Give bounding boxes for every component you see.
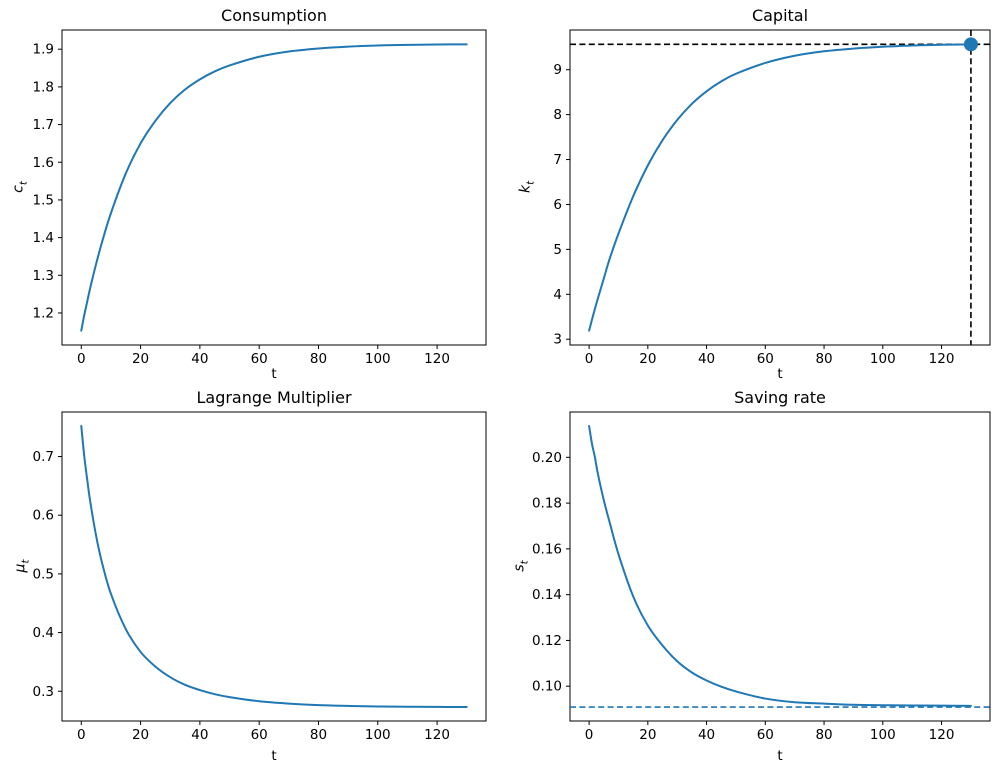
consumption-x-tick-label: 20 [132, 351, 149, 367]
consumption-x-tick-label: 80 [310, 351, 327, 367]
ylabel-consumption-sub: t [18, 181, 30, 186]
capital-x-tick-label: 60 [757, 351, 774, 367]
saving-rate-x-tick-label: 100 [870, 727, 896, 743]
saving-rate-x-tick-label: 20 [639, 727, 656, 743]
consumption-x-tick-label: 0 [77, 351, 86, 367]
lagrange-multiplier-x-tick-label: 0 [77, 727, 86, 743]
ylabel-capital-sub: t [525, 180, 537, 185]
title-consumption: Consumption [221, 6, 327, 25]
ylabel-consumption-base: c [10, 185, 27, 193]
subplot-capital: 0 20 40 60 80 100 120 3 4 5 6 7 8 9 [553, 29, 991, 367]
ylabel-lagrange-sub: t [20, 559, 32, 564]
capital-x-tick-label: 120 [929, 351, 955, 367]
capital-curve [588, 43, 972, 332]
consumption-y-tick-label: 1.5 [33, 192, 54, 208]
capital-axes-frame [569, 29, 991, 346]
capital-y-tick-label: 8 [553, 107, 562, 123]
capital-y-tick-label: 4 [553, 287, 562, 303]
lagrange-multiplier-curve [80, 425, 468, 708]
saving-rate-x-tick-label: 60 [757, 727, 774, 743]
ylabel-lagrange-multiplier: μt [13, 560, 32, 573]
xlabel-lagrange-multiplier: t [271, 748, 277, 764]
saving-rate-x-tick-label: 40 [698, 727, 715, 743]
consumption-x-tick-label: 100 [365, 351, 391, 367]
saving-rate-y-tick-label: 0.14 [532, 587, 562, 603]
ylabel-saving-rate: st [512, 560, 531, 571]
consumption-x-tick-label: 40 [191, 351, 208, 367]
saving-rate-y-tick-label: 0.12 [532, 633, 562, 649]
subplot-saving-rate: 0 20 40 60 80 100 120 0.10 0.12 0.14 0.16 0.18 0.20 [532, 411, 991, 743]
consumption-axes-frame [61, 29, 487, 346]
ylabel-consumption: ct [11, 181, 30, 193]
saving-rate-y-tick-label: 0.16 [532, 541, 562, 557]
lagrange-multiplier-x-tick-label: 120 [424, 727, 450, 743]
consumption-y-tick-label: 1.2 [33, 305, 54, 321]
xlabel-saving-rate: t [777, 748, 783, 764]
lagrange-multiplier-x-tick-label: 60 [251, 727, 268, 743]
consumption-curve [80, 43, 468, 332]
saving-rate-x-tick-label: 0 [585, 727, 594, 743]
consumption-y-tick-label: 1.6 [33, 155, 54, 171]
capital-x-tick-label: 40 [698, 351, 715, 367]
lagrange-multiplier-x-tick-label: 20 [132, 727, 149, 743]
consumption-y-tick-label: 1.9 [33, 42, 54, 58]
lagrange-multiplier-y-tick-label: 0.5 [33, 566, 54, 582]
lagrange-multiplier-y-tick-label: 0.3 [33, 684, 54, 700]
saving-rate-axes-frame [569, 411, 991, 722]
capital-x-tick-label: 100 [870, 351, 896, 367]
title-lagrange-multiplier: Lagrange Multiplier [196, 388, 352, 407]
xlabel-capital: t [777, 366, 783, 382]
consumption-y-tick-label: 1.8 [33, 79, 54, 95]
capital-x-tick-label: 20 [639, 351, 656, 367]
subplot-lagrange-multiplier: 0 20 40 60 80 100 120 0.3 0.4 0.5 0.6 0.7 [33, 411, 487, 743]
capital-x-tick-label: 80 [815, 351, 832, 367]
capital-y-tick-label: 7 [553, 152, 562, 168]
ylabel-capital-base: k [517, 184, 534, 194]
consumption-y-tick-label: 1.7 [33, 117, 54, 133]
capital-y-tick-label: 3 [553, 332, 562, 348]
saving-rate-x-tick-label: 120 [929, 727, 955, 743]
capital-y-tick-label: 9 [553, 62, 562, 78]
lagrange-multiplier-x-tick-label: 100 [365, 727, 391, 743]
ylabel-saving-base: s [511, 564, 528, 572]
lagrange-multiplier-y-tick-label: 0.6 [33, 508, 54, 524]
ylabel-saving-sub: t [519, 560, 531, 565]
saving-rate-x-tick-label: 80 [815, 727, 832, 743]
saving-rate-y-tick-label: 0.10 [532, 679, 562, 695]
capital-x-tick-label: 0 [585, 351, 594, 367]
saving-rate-y-tick-label: 0.18 [532, 496, 562, 512]
saving-rate-curve [588, 424, 972, 707]
lagrange-multiplier-x-tick-label: 40 [191, 727, 208, 743]
consumption-y-tick-label: 1.3 [33, 268, 54, 284]
capital-y-tick-label: 5 [553, 242, 562, 258]
capital-y-tick-label: 6 [553, 197, 562, 213]
ylabel-capital: kt [518, 181, 537, 193]
lagrange-multiplier-y-tick-label: 0.4 [33, 625, 54, 641]
lagrange-multiplier-axes-frame [61, 411, 487, 722]
title-saving-rate: Saving rate [734, 388, 826, 407]
lagrange-multiplier-x-tick-label: 80 [310, 727, 327, 743]
consumption-x-tick-label: 60 [251, 351, 268, 367]
title-capital: Capital [751, 6, 809, 25]
saving-rate-y-tick-label: 0.20 [532, 450, 562, 466]
subplot-consumption: 0 20 40 60 80 100 120 1.2 1.3 1.4 1.5 1.6 1.7 1.8 1.9 [33, 29, 487, 367]
lagrange-multiplier-y-tick-label: 0.7 [33, 449, 54, 465]
consumption-y-tick-label: 1.4 [33, 230, 54, 246]
xlabel-consumption: t [271, 366, 277, 382]
ylabel-lagrange-base: μ [12, 563, 29, 573]
consumption-x-tick-label: 120 [424, 351, 450, 367]
capital-terminal-marker [963, 37, 978, 52]
